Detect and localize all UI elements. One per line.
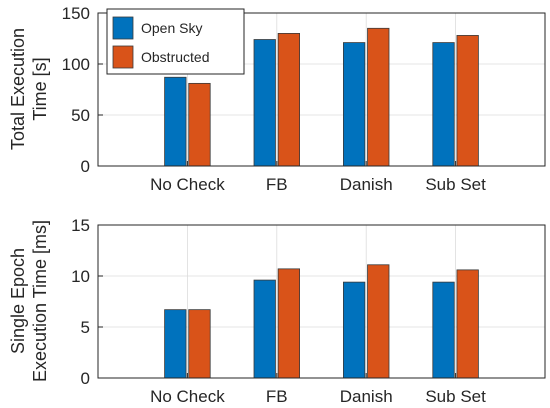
y-axis-label-line: Total Execution	[8, 28, 28, 150]
y-axis-label-line: Execution Time [ms]	[30, 220, 50, 382]
chart-panel-1: 0 50 100 150 No Check FB Danish Sub Set Total Ex…	[8, 4, 546, 194]
x-tick-label: FB	[266, 175, 288, 194]
bar-obstructed-sub-set	[456, 35, 479, 167]
axes-box	[97, 12, 546, 167]
y-axis-label-line: Time [s]	[30, 57, 50, 120]
legend: Open Sky Obstructed	[106, 8, 245, 75]
bar-obstructed-danish	[367, 264, 390, 379]
bar-open-sky-no-check	[164, 76, 187, 167]
chart-panel-2: 0 5 10 15 No Check FB Danish Sub Set Single Epoc…	[8, 216, 546, 406]
y-tick-label: 50	[71, 106, 90, 125]
bar-obstructed-fb	[277, 268, 300, 379]
bar-open-sky-danish	[343, 42, 366, 167]
y-tick-label: 0	[81, 157, 90, 176]
legend-label-open-sky: Open Sky	[141, 20, 202, 36]
y-axis-label: Single Epoch Execution Time [ms]	[8, 220, 50, 382]
y-axis-label-line: Single Epoch	[8, 248, 28, 354]
legend-label-obstructed: Obstructed	[141, 49, 209, 65]
x-tick-label: FB	[266, 387, 288, 406]
bar-open-sky-danish	[343, 281, 366, 379]
y-tick-label: 10	[71, 267, 90, 286]
legend-swatch-open-sky	[112, 16, 134, 40]
y-tick-label: 5	[81, 318, 90, 337]
x-tick-label: No Check	[150, 175, 225, 194]
x-tick-label: Danish	[340, 175, 393, 194]
bar-obstructed-fb	[277, 33, 300, 167]
x-tick-label: Sub Set	[425, 387, 486, 406]
bar-open-sky-no-check	[164, 309, 187, 379]
y-tick-label: 15	[71, 216, 90, 235]
bar-obstructed-danish	[367, 27, 390, 167]
bar-open-sky-fb	[253, 279, 276, 379]
axes-box	[97, 224, 546, 379]
bar-open-sky-sub-set	[432, 42, 455, 167]
y-tick-label: 0	[81, 369, 90, 388]
bar-open-sky-fb	[253, 39, 276, 167]
legend-swatch-obstructed	[112, 45, 134, 69]
y-axis-label: Total Execution Time [s]	[8, 28, 50, 150]
y-tick-label: 150	[62, 4, 90, 23]
bar-obstructed-sub-set	[456, 269, 479, 379]
x-tick-label: Sub Set	[425, 175, 486, 194]
bar-obstructed-no-check	[188, 82, 211, 167]
x-tick-label: Danish	[340, 387, 393, 406]
bar-obstructed-no-check	[188, 309, 211, 379]
y-tick-label: 100	[62, 55, 90, 74]
bar-open-sky-sub-set	[432, 281, 455, 379]
x-tick-label: No Check	[150, 387, 225, 406]
